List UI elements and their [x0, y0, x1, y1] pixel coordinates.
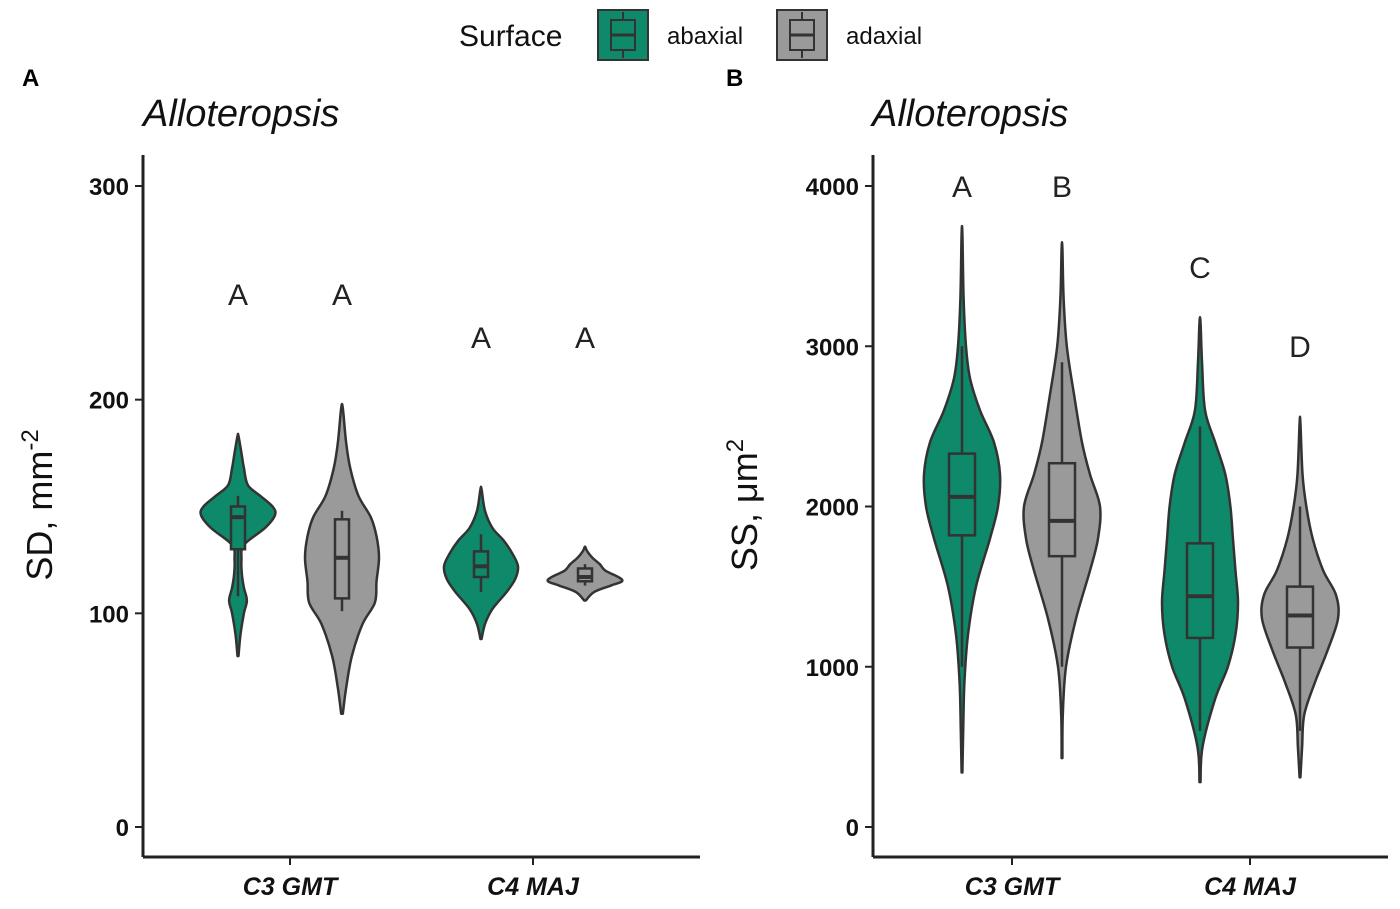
x-tick-label: C4 MAJ — [1204, 873, 1297, 901]
y-tick-label: 4000 — [806, 174, 859, 201]
x-tick-label: C4 MAJ — [487, 873, 580, 901]
box — [947, 452, 977, 537]
legend: Surface abaxial adaxial — [459, 9, 922, 61]
violin-abaxial-c3-gmt — [199, 432, 277, 658]
panel-letter-b: B — [726, 65, 743, 92]
panel-a-title: Alloteropsis — [141, 93, 339, 135]
y-tick-label: 1000 — [806, 655, 859, 682]
panel-letter-a: A — [22, 65, 39, 92]
violin-adaxial-c4-maj — [546, 545, 624, 602]
y-tick-label: 2000 — [806, 495, 859, 522]
significance-letter: C — [1189, 252, 1211, 285]
significance-letter: A — [228, 279, 248, 312]
violin-abaxial-c4-maj — [1160, 315, 1240, 784]
box — [472, 550, 490, 579]
legend-title: Surface — [459, 20, 562, 53]
violin-abaxial-c3-gmt — [922, 224, 1002, 774]
significance-letter: A — [952, 171, 972, 204]
violin-adaxial-c3-gmt — [303, 402, 381, 716]
violin-abaxial-c4-maj — [442, 485, 520, 641]
legend-key-abaxial — [597, 9, 649, 61]
legend-label-abaxial: abaxial — [667, 23, 743, 50]
violin-adaxial-c4-maj — [1260, 415, 1340, 779]
y-tick-label: 200 — [89, 388, 129, 415]
box — [229, 505, 247, 551]
significance-letter: A — [471, 322, 491, 355]
panel-a-y-axis-title: SD, mm-2 — [17, 429, 60, 580]
legend-label-adaxial: adaxial — [846, 23, 922, 50]
panel-a: A Alloteropsis SD, mm-2 0 100 200 300 C3 GMT… — [17, 65, 700, 901]
panel-b-title: Alloteropsis — [870, 93, 1068, 135]
box — [576, 567, 594, 583]
x-tick-label: C3 GMT — [243, 873, 340, 901]
y-tick-label: 100 — [89, 601, 129, 628]
y-tick-label: 0 — [116, 815, 129, 842]
panel-b-y-axis-title: SS, μm2 — [722, 439, 765, 571]
x-tick-label: C3 GMT — [965, 873, 1062, 901]
significance-letter: A — [332, 279, 352, 312]
significance-letter: B — [1052, 171, 1072, 204]
y-tick-label: 300 — [89, 174, 129, 201]
panel-b: B Alloteropsis SS, μm2 0 1000 2000 3000 4000… — [722, 65, 1388, 901]
box — [1185, 542, 1215, 640]
y-tick-label: 0 — [846, 815, 859, 842]
box — [1047, 461, 1077, 558]
significance-letter: A — [575, 322, 595, 355]
legend-key-adaxial — [776, 9, 828, 61]
y-tick-label: 3000 — [806, 334, 859, 361]
violin-adaxial-c3-gmt — [1022, 241, 1102, 760]
significance-letter: D — [1289, 331, 1311, 364]
